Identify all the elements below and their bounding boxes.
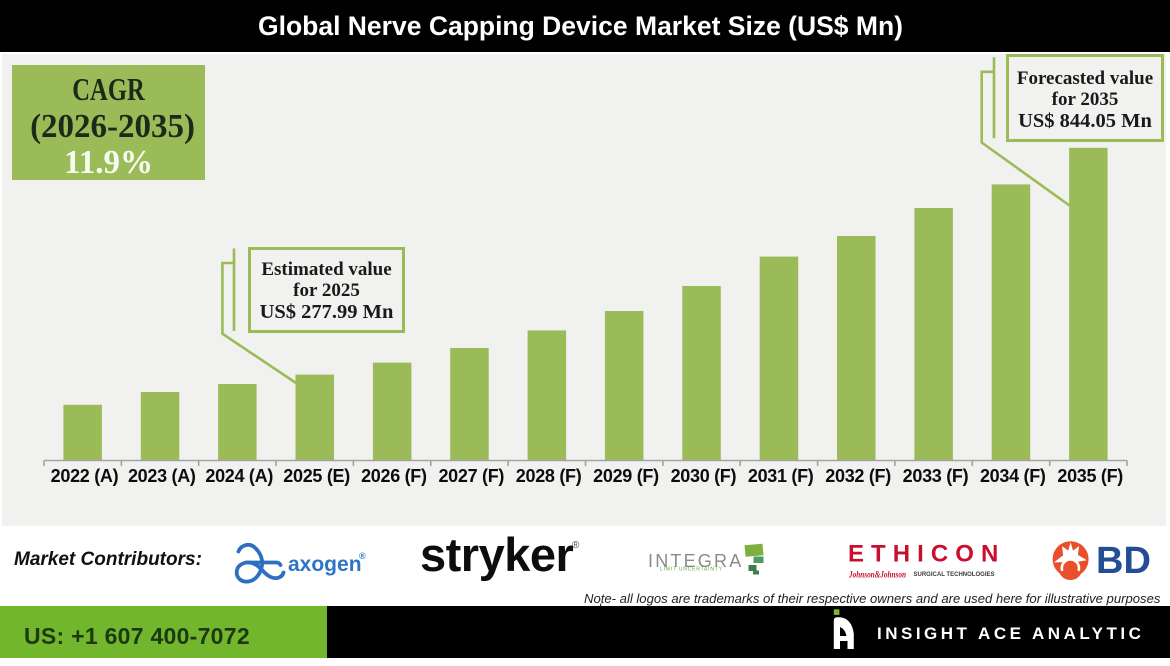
svg-text:2026 (F): 2026 (F) [361, 466, 427, 486]
svg-text:2022 (A): 2022 (A) [51, 466, 119, 486]
svg-text:INTEGRA: INTEGRA [648, 551, 743, 571]
svg-text:2023 (A): 2023 (A) [128, 466, 196, 486]
svg-text:2033 (F): 2033 (F) [903, 466, 969, 486]
svg-text:SURGICAL TECHNOLOGIES: SURGICAL TECHNOLOGIES [914, 571, 996, 578]
svg-text:2025 (E): 2025 (E) [283, 466, 350, 486]
svg-text:2031 (F): 2031 (F) [748, 466, 814, 486]
svg-text:2027 (F): 2027 (F) [438, 466, 504, 486]
svg-text:®: ® [359, 551, 366, 561]
svg-text:2029 (F): 2029 (F) [593, 466, 659, 486]
svg-text:2024 (A): 2024 (A) [205, 466, 273, 486]
svg-text:BD: BD [1096, 540, 1151, 582]
svg-text:LIMIT UNCERTAINTY: LIMIT UNCERTAINTY [660, 567, 723, 573]
svg-text:2034 (F): 2034 (F) [980, 466, 1046, 486]
svg-text:axogen: axogen [288, 553, 362, 576]
svg-text:Johnson&Johnson: Johnson&Johnson [848, 571, 906, 581]
svg-text:®: ® [572, 540, 580, 551]
svg-text:2028 (F): 2028 (F) [516, 466, 582, 486]
svg-text:ETHICON: ETHICON [848, 541, 1005, 568]
svg-text:2035 (F): 2035 (F) [1057, 466, 1123, 486]
svg-text:stryker: stryker [420, 528, 573, 581]
svg-text:2032 (F): 2032 (F) [825, 466, 891, 486]
svg-text:2030 (F): 2030 (F) [671, 466, 737, 486]
